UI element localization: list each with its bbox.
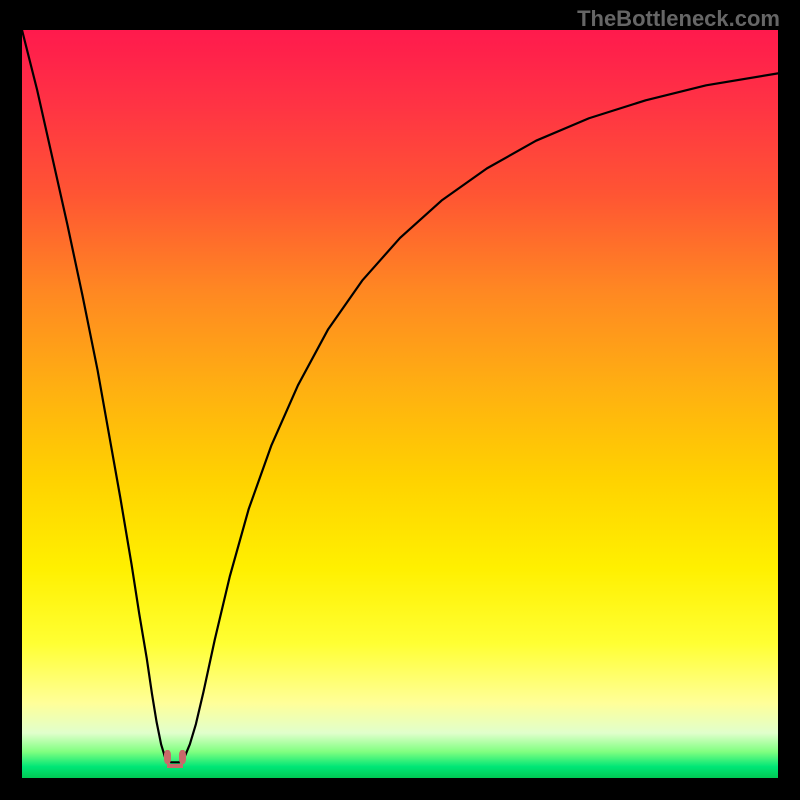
- dip-marker-icon: [164, 750, 186, 768]
- watermark-label: TheBottleneck.com: [577, 6, 780, 32]
- plot-area: [22, 30, 778, 778]
- gradient-background: [22, 30, 778, 778]
